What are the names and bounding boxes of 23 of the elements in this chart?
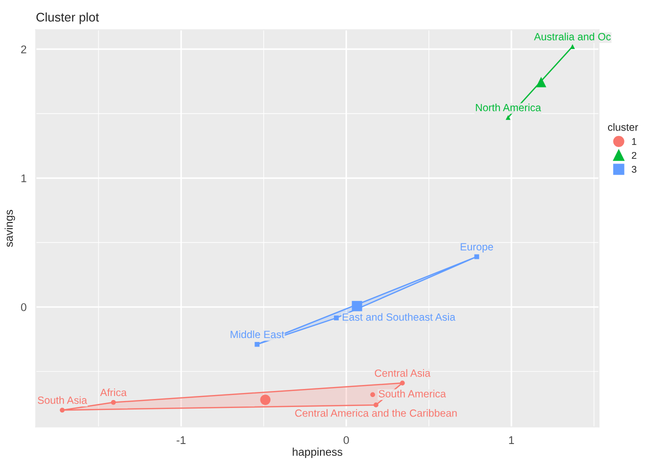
annotation: Africa bbox=[100, 388, 127, 396]
annotation: East and Southeast Asia bbox=[342, 313, 456, 321]
annotation: Australia and Oc bbox=[534, 32, 611, 40]
x-axis-title: happiness bbox=[292, 448, 342, 458]
x-tick-label: -1 bbox=[176, 436, 186, 444]
legend-label: 1 bbox=[632, 138, 636, 145]
annotation: Europe bbox=[460, 243, 494, 253]
legend-label: 3 bbox=[632, 166, 636, 173]
annotation: Middle East bbox=[230, 330, 284, 338]
x-tick-label: 0 bbox=[344, 436, 349, 444]
x-tick-label: 1 bbox=[509, 436, 514, 444]
annotation: North America bbox=[476, 104, 542, 112]
legend-title: cluster bbox=[608, 123, 638, 131]
y-tick-label: 1 bbox=[21, 174, 26, 182]
annotation: South America bbox=[378, 390, 446, 398]
y-tick-label: 0 bbox=[21, 303, 26, 312]
chart-title: Cluster plot bbox=[36, 12, 99, 24]
annotation: Central Asia bbox=[374, 369, 430, 377]
legend-label: 2 bbox=[632, 152, 636, 159]
y-tick-label: 2 bbox=[21, 45, 26, 54]
annotation: South Asia bbox=[38, 396, 88, 404]
annotation: Central America and the Caribbean bbox=[295, 409, 457, 417]
y-axis-title: savings bbox=[4, 210, 16, 247]
